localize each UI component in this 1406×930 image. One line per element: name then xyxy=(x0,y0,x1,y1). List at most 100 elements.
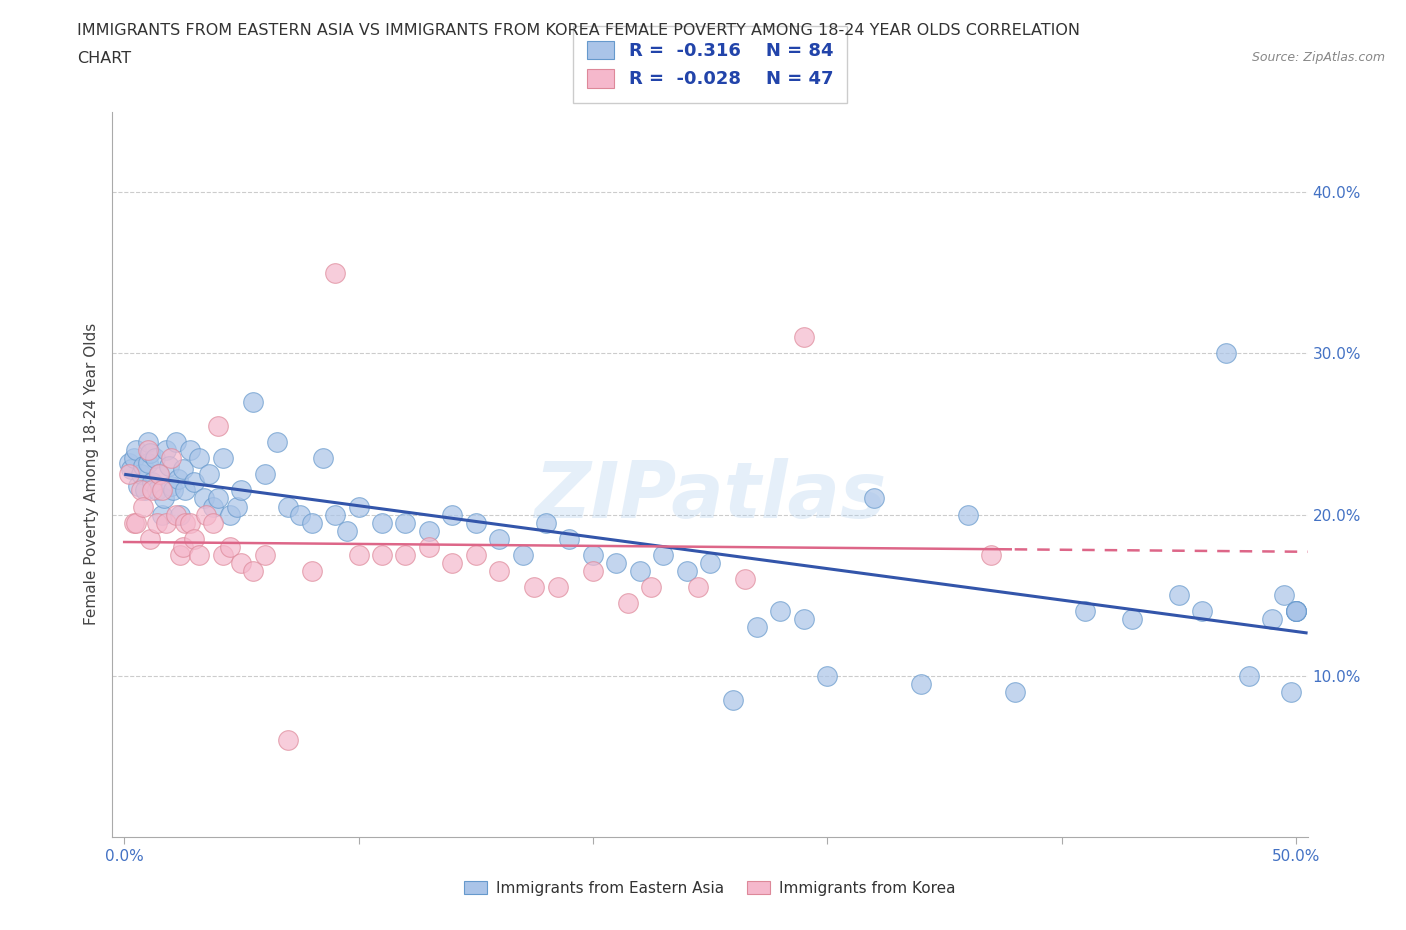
Point xyxy=(1191,604,1213,618)
Point xyxy=(218,507,240,522)
Point xyxy=(146,515,169,530)
Point xyxy=(347,499,370,514)
Point xyxy=(188,548,211,563)
Point xyxy=(231,555,253,570)
Point xyxy=(132,499,155,514)
Point xyxy=(125,515,148,530)
Point xyxy=(277,733,299,748)
Point xyxy=(1279,684,1302,699)
Point xyxy=(688,579,710,594)
Point xyxy=(136,434,159,449)
Point xyxy=(118,456,141,471)
Point xyxy=(1285,604,1308,618)
Point xyxy=(1285,604,1308,618)
Point xyxy=(120,462,142,477)
Point xyxy=(1074,604,1097,618)
Point xyxy=(793,612,815,627)
Point xyxy=(169,548,191,563)
Point xyxy=(769,604,792,618)
Text: CHART: CHART xyxy=(77,51,131,66)
Point xyxy=(1215,346,1237,361)
Point xyxy=(188,451,211,466)
Point xyxy=(745,620,768,635)
Point xyxy=(640,579,662,594)
Point xyxy=(127,478,149,493)
Point xyxy=(323,265,346,280)
Point xyxy=(582,564,605,578)
Point xyxy=(183,475,205,490)
Point xyxy=(980,548,1002,563)
Point xyxy=(169,507,191,522)
Point xyxy=(347,548,370,563)
Point xyxy=(418,539,440,554)
Point xyxy=(211,548,233,563)
Point xyxy=(793,330,815,345)
Point xyxy=(218,539,240,554)
Point xyxy=(617,596,640,611)
Point xyxy=(723,693,745,708)
Point xyxy=(160,451,183,466)
Point xyxy=(512,548,534,563)
Point xyxy=(193,491,215,506)
Point xyxy=(253,548,276,563)
Point xyxy=(172,539,194,554)
Point xyxy=(418,524,440,538)
Point xyxy=(197,467,219,482)
Point xyxy=(207,418,229,433)
Point xyxy=(1004,684,1026,699)
Point xyxy=(652,548,675,563)
Point xyxy=(253,467,276,482)
Point xyxy=(146,483,169,498)
Point xyxy=(139,531,162,546)
Point xyxy=(242,394,264,409)
Point xyxy=(1237,669,1260,684)
Point xyxy=(910,676,932,691)
Point xyxy=(956,507,979,522)
Point xyxy=(1272,588,1295,603)
Point xyxy=(150,483,173,498)
Point xyxy=(122,515,145,530)
Point xyxy=(231,483,253,498)
Point xyxy=(136,443,159,458)
Point xyxy=(174,515,197,530)
Point xyxy=(371,548,394,563)
Point xyxy=(160,478,183,493)
Point xyxy=(464,548,486,563)
Point xyxy=(122,451,145,466)
Y-axis label: Female Poverty Among 18-24 Year Olds: Female Poverty Among 18-24 Year Olds xyxy=(83,324,98,626)
Point xyxy=(288,507,311,522)
Point xyxy=(183,531,205,546)
Point xyxy=(441,555,464,570)
Point xyxy=(148,467,170,482)
Text: ZIPatlas: ZIPatlas xyxy=(534,458,886,534)
Point xyxy=(139,445,162,460)
Point xyxy=(172,462,194,477)
Point xyxy=(242,564,264,578)
Point xyxy=(162,483,184,498)
Point xyxy=(266,434,288,449)
Point xyxy=(734,572,756,587)
Point xyxy=(179,515,201,530)
Point xyxy=(301,515,323,530)
Point xyxy=(699,555,721,570)
Point xyxy=(165,434,187,449)
Point xyxy=(136,456,159,471)
Point xyxy=(628,564,651,578)
Point xyxy=(605,555,627,570)
Point xyxy=(323,507,346,522)
Point xyxy=(394,515,416,530)
Point xyxy=(1285,604,1308,618)
Point xyxy=(277,499,299,514)
Point xyxy=(155,443,177,458)
Legend: R =  -0.316    N = 84, R =  -0.028    N = 47: R = -0.316 N = 84, R = -0.028 N = 47 xyxy=(572,26,848,103)
Point xyxy=(1285,604,1308,618)
Point xyxy=(125,443,148,458)
Point xyxy=(167,472,190,486)
Point xyxy=(225,499,247,514)
Point xyxy=(153,491,176,506)
Point xyxy=(815,669,838,684)
Point xyxy=(312,451,335,466)
Point xyxy=(202,499,225,514)
Point xyxy=(118,467,141,482)
Point xyxy=(1261,612,1284,627)
